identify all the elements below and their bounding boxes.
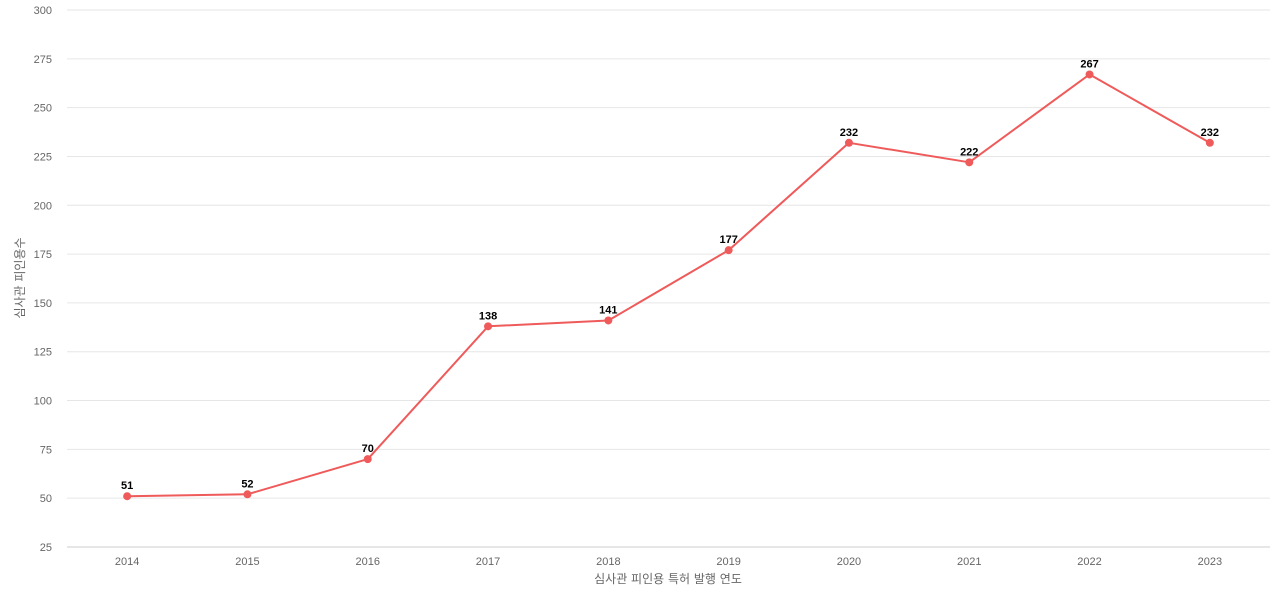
data-label: 267 [1080,58,1098,70]
y-axis-title: 심사관 피인용수 [13,237,27,318]
y-tick-label: 125 [34,347,52,359]
x-tick-label: 2016 [356,556,380,568]
x-axis-title: 심사관 피인용 특허 발행 연도 [594,571,742,586]
data-label: 141 [599,304,617,316]
series-line [127,73,1211,498]
x-tick-label: 2019 [716,556,740,568]
data-point[interactable] [363,455,372,464]
data-label: 222 [960,146,978,158]
data-label: 51 [121,480,133,492]
data-label: 177 [719,234,737,246]
data-point[interactable] [965,158,974,167]
y-tick-label: 275 [34,54,52,66]
y-tick-label: 300 [34,5,52,17]
y-tick-labels: 25 50 75 100 125 150 175 200 225 250 275 300 [34,5,52,554]
data-label-layer: 51 52 70 138 141 177 232 222 267 232 [121,58,1219,492]
data-point[interactable] [243,490,252,499]
y-tick-label: 175 [34,249,52,261]
data-label: 232 [840,127,858,139]
x-tick-label: 2022 [1077,556,1101,568]
data-label: 52 [241,478,253,490]
data-point[interactable] [604,316,613,325]
data-point[interactable] [1085,70,1094,79]
x-tick-label: 2017 [476,556,500,568]
data-point[interactable] [844,138,853,147]
x-tick-label: 2023 [1198,556,1222,568]
y-tick-label: 25 [40,542,52,554]
data-label: 232 [1201,127,1219,139]
x-tick-label: 2020 [837,556,861,568]
data-point[interactable] [484,322,493,331]
data-point[interactable] [1205,138,1214,147]
y-tick-label: 150 [34,298,52,310]
data-point[interactable] [123,492,132,501]
data-label: 138 [479,310,497,322]
y-tick-label: 50 [40,493,52,505]
x-tick-labels: 2014 2015 2016 2017 2018 2019 2020 2021 2022 2023 [115,556,1222,568]
y-tick-label: 250 [34,103,52,115]
data-point[interactable] [724,246,733,255]
y-tick-label: 75 [40,444,52,456]
x-tick-label: 2021 [957,556,981,568]
y-tick-label: 100 [34,396,52,408]
x-tick-label: 2018 [596,556,620,568]
y-tick-label: 200 [34,200,52,212]
data-label: 70 [362,443,374,455]
grid-layer [67,9,1270,548]
y-tick-label: 225 [34,151,52,163]
x-tick-label: 2015 [235,556,259,568]
x-tick-label: 2014 [115,556,139,568]
series-layer [123,70,1214,501]
